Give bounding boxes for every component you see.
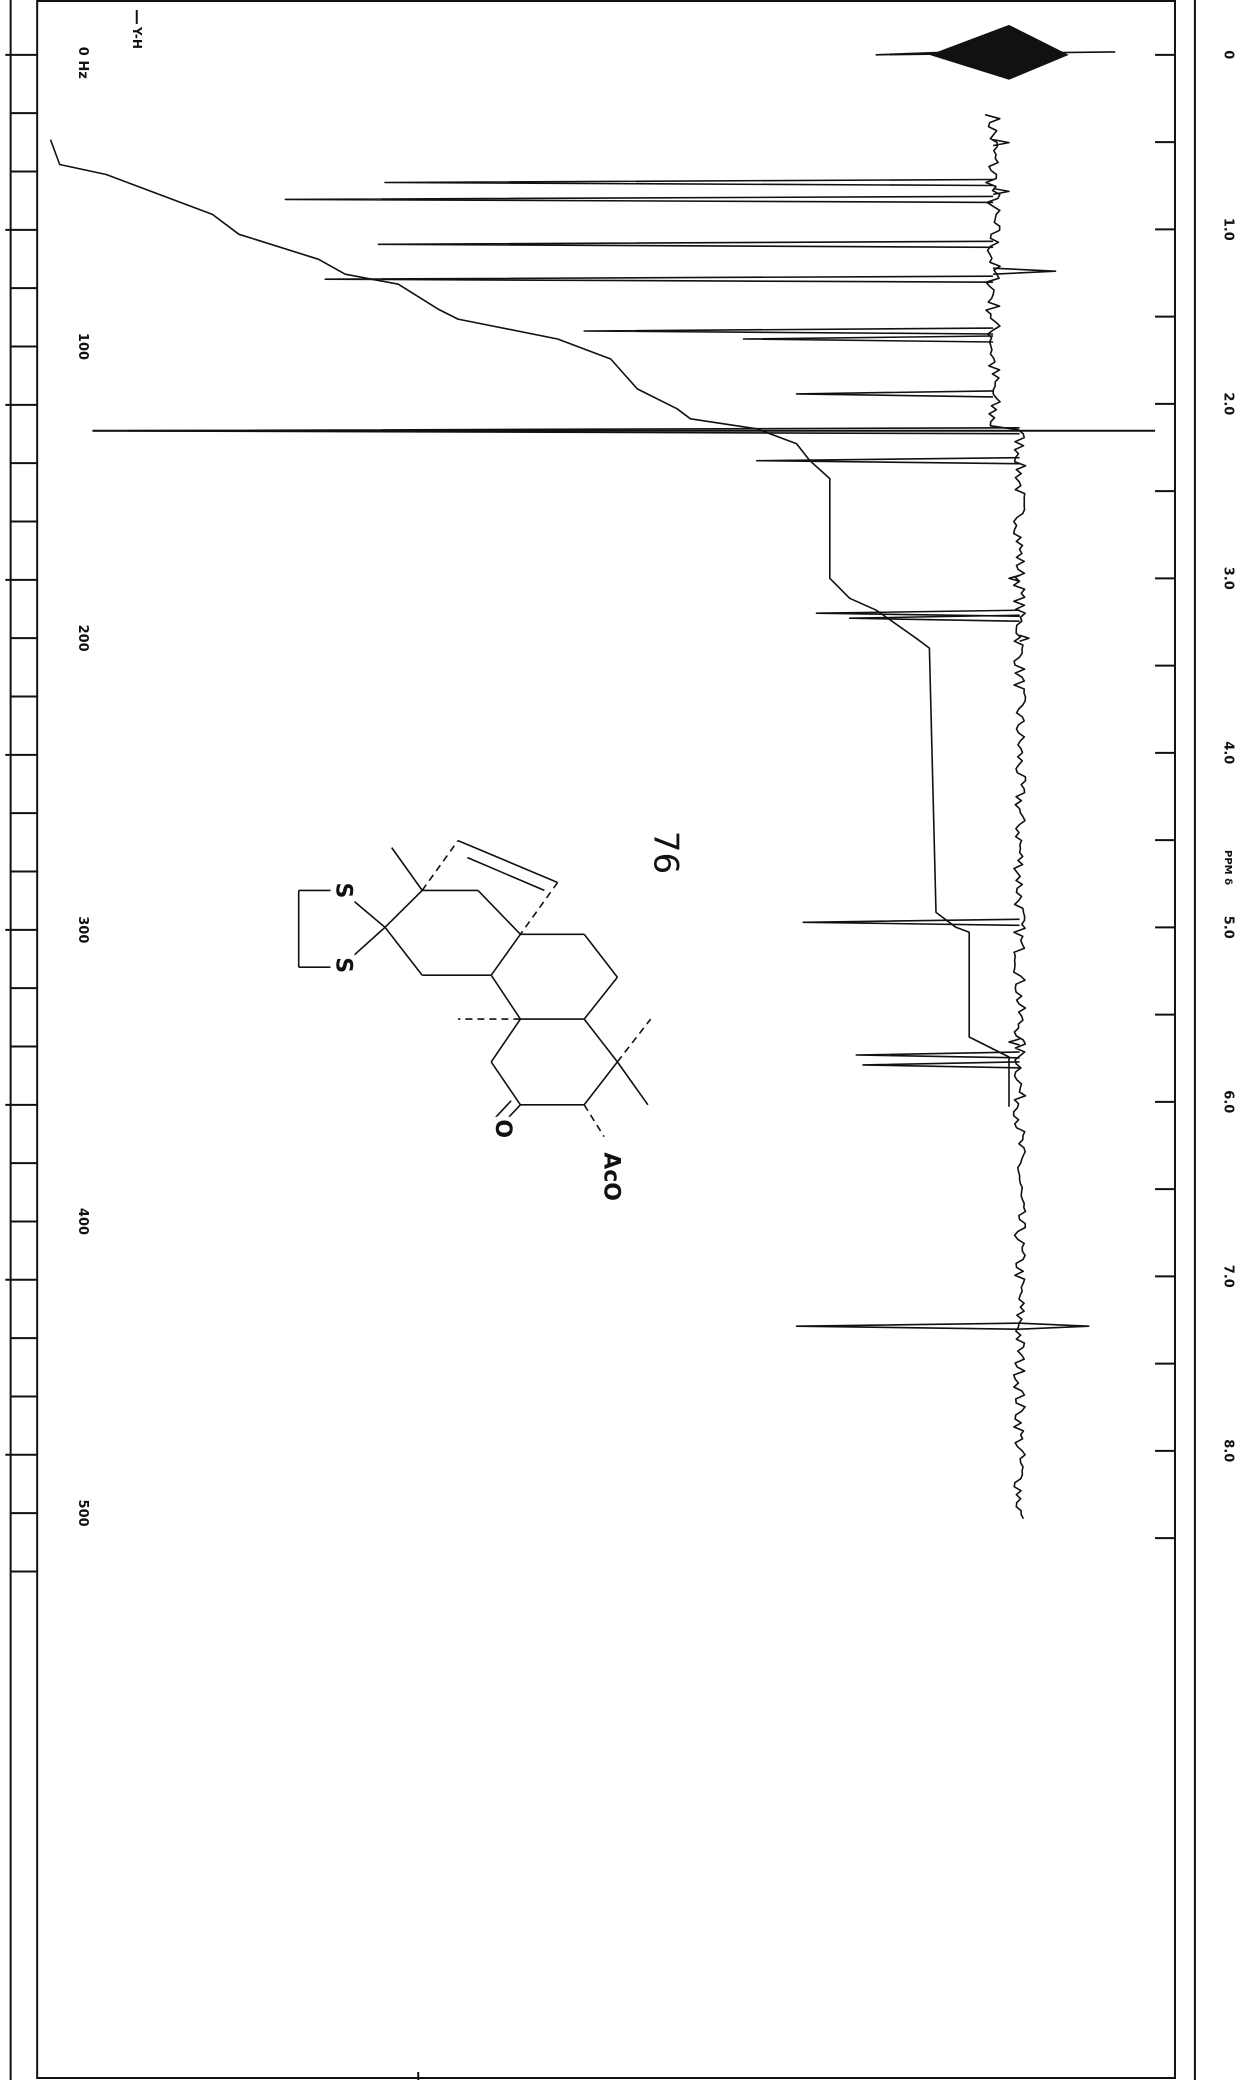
bond <box>351 898 386 928</box>
atom-mask <box>489 1116 514 1141</box>
peak <box>324 275 994 283</box>
ppm-tick-label: 4.0 <box>1221 741 1236 764</box>
peak <box>992 187 1010 196</box>
hz-tick-label: 100 <box>75 333 90 360</box>
baseline-trace <box>984 113 1027 1519</box>
ppm-tick-label: 8.0 <box>1221 1439 1236 1462</box>
hz-tick-label: 300 <box>75 916 90 943</box>
ppm-tick-label: 3.0 <box>1221 567 1236 590</box>
bond <box>421 840 459 891</box>
peak <box>1008 574 1020 583</box>
tms-peak <box>929 24 1069 80</box>
atom-mask <box>330 878 355 903</box>
bond <box>466 856 545 892</box>
bond <box>490 933 522 976</box>
bond <box>457 839 558 884</box>
peak <box>993 267 1057 275</box>
bond <box>583 933 619 978</box>
ppm-tick-label: 6.0 <box>1221 1090 1236 1113</box>
bond <box>384 926 423 976</box>
plot-frame <box>36 0 1176 2079</box>
peak <box>377 240 994 249</box>
peak <box>815 609 1020 617</box>
bond <box>616 1018 652 1063</box>
bond <box>490 974 522 1020</box>
tms-spike <box>875 49 1116 56</box>
bond <box>477 889 521 935</box>
peak <box>802 918 1020 927</box>
atom-label: AcO <box>599 1152 624 1201</box>
peak <box>862 1061 1020 1069</box>
peak <box>795 390 994 398</box>
peak <box>92 427 1020 435</box>
bond <box>391 847 423 891</box>
ref-marker: Y-H <box>130 26 144 49</box>
peak <box>583 327 994 335</box>
hz-tick-label: 0 Hz <box>75 47 90 79</box>
bond <box>583 1061 619 1106</box>
peak <box>1019 1322 1090 1330</box>
bond <box>616 1061 649 1106</box>
bond <box>384 889 423 928</box>
bond <box>583 1018 619 1063</box>
integral-trace <box>49 139 1010 1107</box>
peak <box>384 178 994 187</box>
atom-mask <box>598 1146 623 1207</box>
ppm-axis-label: PPM δ <box>1222 850 1233 885</box>
peak <box>284 195 994 204</box>
atom-mask <box>330 953 355 978</box>
peak <box>848 614 1020 622</box>
bond <box>583 976 619 1020</box>
compound-number: 76 <box>645 831 685 874</box>
bond <box>351 926 386 958</box>
ppm-tick-label: 2.0 <box>1221 392 1236 415</box>
ppm-tick-label: 5.0 <box>1221 916 1236 939</box>
bond <box>490 1061 522 1106</box>
ppm-tick-label: 0 <box>1221 50 1236 59</box>
peak <box>756 456 1020 465</box>
atom-label: S <box>331 957 356 973</box>
hz-tick-label: 400 <box>75 1208 90 1235</box>
ppm-tick-label: 1.0 <box>1221 218 1236 241</box>
bond <box>583 1104 605 1138</box>
peak <box>1008 1038 1020 1046</box>
bond <box>519 882 559 935</box>
peak <box>992 138 1010 147</box>
peak <box>1019 634 1030 642</box>
hz-tick-label: 500 <box>75 1500 90 1527</box>
ppm-tick-label: 7.0 <box>1221 1265 1236 1288</box>
hz-tick-label: 200 <box>75 625 90 652</box>
bond <box>490 1018 522 1063</box>
bond <box>494 1100 512 1119</box>
peak <box>855 1051 1020 1059</box>
atom-label: S <box>331 883 356 899</box>
atom-label: O <box>490 1119 515 1138</box>
peak <box>795 1322 1020 1330</box>
peak <box>742 335 994 343</box>
